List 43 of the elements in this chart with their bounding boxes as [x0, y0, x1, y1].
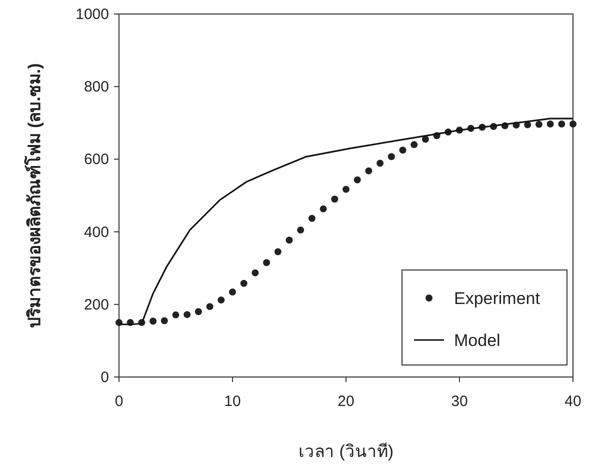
x-tick-label: 0: [114, 393, 124, 410]
point: [218, 296, 225, 304]
point: [150, 318, 157, 325]
legend-label: Experiment: [454, 289, 540, 308]
point: [206, 303, 214, 310]
point: [229, 288, 236, 296]
point: [331, 196, 338, 203]
y-tick-label: 600: [84, 151, 109, 168]
x-tick-label: 40: [564, 393, 582, 410]
point: [546, 120, 554, 128]
legend-label: Model: [454, 331, 500, 350]
point: [320, 205, 327, 212]
x-axis-title: เวลา (วินาที): [298, 442, 394, 461]
y-axis-title: ปริมาตรของผลิตภัณฑ์โฟม (ลบ.ซม.): [24, 63, 44, 328]
point: [194, 308, 202, 316]
point: [535, 120, 542, 128]
point: [297, 226, 304, 234]
point: [274, 248, 282, 256]
y-tick-label: 0: [100, 369, 109, 386]
point: [388, 153, 395, 160]
y-tick-label: 800: [84, 78, 109, 96]
x-tick-label: 30: [451, 393, 468, 410]
point: [252, 269, 259, 276]
point: [240, 280, 248, 287]
point: [365, 167, 372, 174]
point: [376, 160, 384, 167]
point: [172, 311, 180, 318]
point: [286, 236, 293, 244]
point: [558, 120, 566, 128]
point: [570, 120, 576, 128]
x-tick-label: 20: [338, 393, 354, 410]
y-tick-label: 400: [84, 224, 109, 241]
point: [263, 259, 270, 266]
point: [308, 214, 316, 222]
point: [410, 141, 418, 148]
x-tick-label: 10: [224, 393, 241, 410]
point: [354, 176, 361, 184]
y-tick-label: 200: [84, 296, 109, 314]
point: [160, 317, 168, 324]
point: [184, 311, 191, 318]
point: [399, 146, 406, 154]
y-tick-label: 1000: [76, 6, 109, 23]
point: [342, 186, 350, 193]
